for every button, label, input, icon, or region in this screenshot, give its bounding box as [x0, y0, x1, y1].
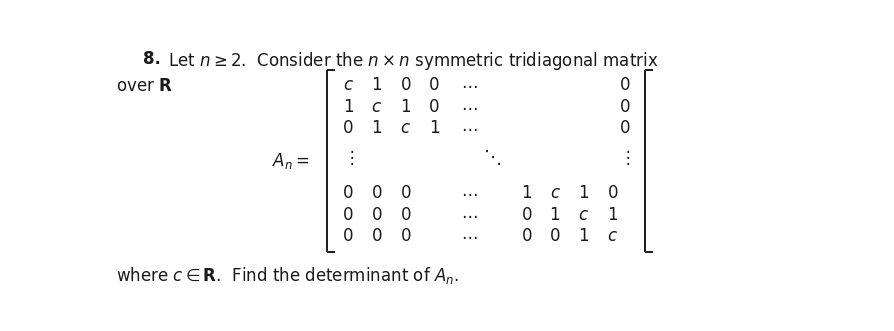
Text: $\cdots$: $\cdots$: [461, 76, 478, 94]
Text: $c$: $c$: [342, 76, 354, 94]
Text: $0$: $0$: [371, 227, 383, 245]
Text: $1$: $1$: [400, 98, 411, 116]
Text: $c$: $c$: [400, 119, 411, 137]
Text: $0$: $0$: [549, 227, 561, 245]
Text: $c$: $c$: [607, 227, 618, 245]
Text: $0$: $0$: [428, 98, 440, 116]
Text: $0$: $0$: [342, 206, 354, 223]
Text: $0$: $0$: [520, 227, 532, 245]
Text: $0$: $0$: [400, 227, 411, 245]
Text: $\cdots$: $\cdots$: [461, 119, 478, 137]
Text: $0$: $0$: [371, 184, 383, 202]
Text: $0$: $0$: [400, 76, 411, 94]
Text: $c$: $c$: [371, 98, 383, 116]
Text: $\vdots$: $\vdots$: [620, 148, 630, 167]
Text: $0$: $0$: [342, 184, 354, 202]
Text: $1$: $1$: [371, 119, 383, 137]
Text: $\vdots$: $\vdots$: [342, 148, 354, 167]
Text: $0$: $0$: [619, 76, 630, 94]
Text: over $\mathbf{R}$: over $\mathbf{R}$: [115, 77, 173, 95]
Text: 8.: 8.: [143, 50, 161, 68]
Text: $1$: $1$: [578, 184, 589, 202]
Text: $c$: $c$: [578, 206, 589, 223]
Text: $A_n =$: $A_n =$: [272, 151, 309, 170]
Text: $1$: $1$: [607, 206, 618, 223]
Text: Let $n \geq 2$.  Consider the $n \times n$ symmetric tridiagonal matrix: Let $n \geq 2$. Consider the $n \times n…: [167, 50, 658, 72]
Text: $1$: $1$: [371, 76, 383, 94]
Text: $0$: $0$: [619, 98, 630, 116]
Text: $\cdots$: $\cdots$: [461, 227, 478, 245]
Text: $0$: $0$: [607, 184, 618, 202]
Text: $1$: $1$: [342, 98, 354, 116]
Text: $0$: $0$: [371, 206, 383, 223]
Text: $c$: $c$: [550, 184, 561, 202]
Text: $\cdots$: $\cdots$: [461, 184, 478, 202]
Text: $1$: $1$: [550, 206, 561, 223]
Text: $1$: $1$: [428, 119, 440, 137]
Text: $\cdots$: $\cdots$: [461, 206, 478, 223]
Text: $0$: $0$: [619, 119, 630, 137]
Text: $1$: $1$: [578, 227, 589, 245]
Text: $\ddots$: $\ddots$: [483, 148, 501, 167]
Text: $0$: $0$: [342, 227, 354, 245]
Text: $0$: $0$: [428, 76, 440, 94]
Text: $1$: $1$: [521, 184, 532, 202]
Text: $\cdots$: $\cdots$: [461, 98, 478, 116]
Text: $0$: $0$: [400, 206, 411, 223]
Text: $0$: $0$: [342, 119, 354, 137]
Text: $0$: $0$: [520, 206, 532, 223]
Text: where $c \in \mathbf{R}$.  Find the determinant of $A_n$.: where $c \in \mathbf{R}$. Find the deter…: [115, 265, 459, 286]
Text: $0$: $0$: [400, 184, 411, 202]
